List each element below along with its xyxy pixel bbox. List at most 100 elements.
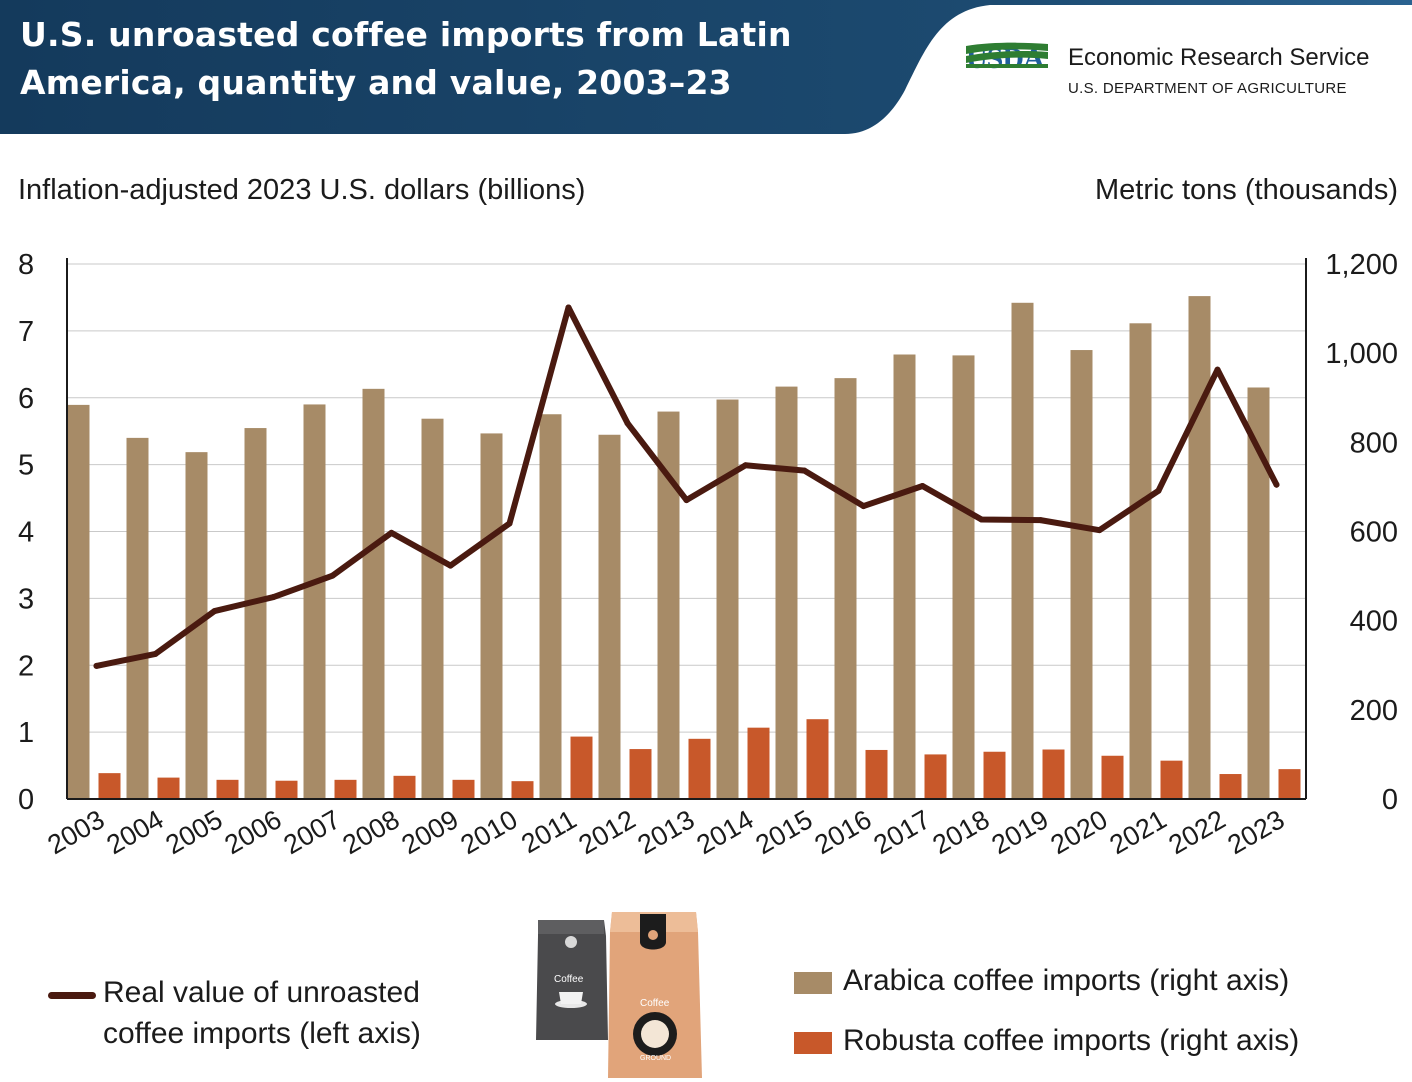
robusta-bar	[924, 754, 947, 799]
real-value-point	[978, 516, 985, 523]
left-axis-title: Inflation-adjusted 2023 U.S. dollars (bi…	[18, 174, 586, 206]
left-axis-tick-label: 8	[18, 249, 34, 281]
x-axis-tick-label: 2019	[986, 804, 1053, 860]
legend-arabica-label: Arabica coffee imports (right axis)	[843, 964, 1290, 997]
legend-line-label: Real value of unroasted coffee imports (…	[103, 976, 421, 1050]
x-axis-tick-label: 2006	[219, 804, 286, 860]
arabica-bar	[1247, 387, 1270, 799]
arabica-bar	[716, 399, 739, 799]
robusta-bar	[629, 749, 652, 799]
bag1-label: Coffee	[554, 974, 584, 985]
real-value-point	[1214, 366, 1221, 373]
chart-title-line-2: America, quantity and value, 2003–23	[20, 63, 732, 102]
x-axis-tick-label: 2004	[101, 804, 168, 860]
robusta-bar	[1101, 755, 1124, 799]
chart-plot-area: 0 1 2 3 4 5 6 7 8 0 200 400 600 800 1,000 1,200 20032004…	[18, 249, 1398, 860]
left-axis-tick-label: 6	[18, 383, 34, 415]
arabica-bar	[362, 388, 385, 799]
x-axis-tick-label: 2017	[868, 804, 935, 860]
right-axis-tick-label: 0	[1382, 784, 1398, 816]
right-axis-tick-label: 200	[1350, 695, 1398, 727]
arabica-bar	[893, 354, 916, 799]
legend-robusta-swatch	[794, 1032, 832, 1054]
real-value-point	[919, 483, 926, 490]
real-value-point	[211, 608, 218, 615]
right-axis-tick-label: 400	[1350, 606, 1398, 638]
robusta-bar	[452, 779, 475, 799]
real-value-point	[860, 503, 867, 510]
left-axis-tick-label: 1	[18, 717, 34, 749]
real-value-point	[801, 467, 808, 474]
real-value-point	[683, 497, 690, 504]
x-axis-tick-label: 2007	[278, 804, 345, 860]
arabica-bar	[421, 418, 444, 799]
right-axis-tick-label: 1,200	[1325, 249, 1398, 281]
agency-name: Economic Research Service	[1068, 44, 1370, 71]
x-axis-tick-label: 2012	[573, 804, 640, 860]
arabica-bar	[657, 411, 680, 799]
arabica-bar	[539, 414, 562, 799]
real-value-point	[447, 562, 454, 569]
right-axis-tick-label: 800	[1350, 427, 1398, 459]
left-axis-tick-label: 3	[18, 583, 34, 615]
left-axis-tick-label: 7	[18, 316, 34, 348]
right-axis-tick-label: 1,000	[1325, 338, 1398, 370]
arabica-bar	[775, 386, 798, 799]
robusta-bar	[275, 780, 298, 799]
legend-robusta-label: Robusta coffee imports (right axis)	[843, 1024, 1300, 1057]
arabica-bar	[598, 434, 621, 799]
x-axis-tick-label: 2014	[691, 804, 758, 860]
usda-ers-logo: USDA Economic Research Service U.S. DEPA…	[966, 42, 1406, 112]
real-value-point	[270, 594, 277, 601]
arabica-bar	[126, 437, 149, 799]
x-axis-tick-label: 2005	[160, 804, 227, 860]
real-value-point	[152, 650, 159, 657]
real-value-point	[329, 572, 336, 579]
x-axis-tick-label: 2015	[750, 804, 817, 860]
robusta-bar	[511, 781, 534, 799]
robusta-bar	[98, 773, 121, 799]
real-value-point	[1155, 487, 1162, 494]
x-axis-tick-label: 2018	[927, 804, 994, 860]
x-axis-tick-label: 2013	[632, 804, 699, 860]
robusta-bar	[334, 779, 357, 799]
real-value-point	[742, 462, 749, 469]
arabica-bar	[834, 378, 857, 799]
x-axis-tick-label: 2020	[1045, 804, 1112, 860]
arabica-bar	[1011, 302, 1034, 799]
x-axis-tick-label: 2003	[42, 804, 109, 860]
x-axis-tick-label: 2022	[1163, 804, 1230, 860]
real-value-point	[565, 304, 572, 311]
left-axis-tick-label: 2	[18, 650, 34, 682]
left-axis-tick-label: 4	[18, 517, 34, 549]
robusta-bar	[688, 738, 711, 799]
x-axis-tick-label: 2023	[1222, 804, 1289, 860]
legend-arabica-swatch	[794, 972, 832, 994]
robusta-bar	[1278, 769, 1301, 799]
x-axis-tick-label: 2008	[337, 804, 404, 860]
left-axis-tick-label: 0	[18, 784, 34, 816]
right-axis-tick-label: 600	[1350, 517, 1398, 549]
real-value-point	[1096, 527, 1103, 534]
robusta-bar	[983, 751, 1006, 799]
arabica-bar	[303, 404, 326, 799]
robusta-bar	[1219, 774, 1242, 799]
x-axis-tick-label: 2009	[396, 804, 463, 860]
x-axis-tick-label: 2010	[455, 804, 522, 860]
arabica-bar	[952, 355, 975, 799]
header-background	[0, 0, 1412, 134]
arabica-bar	[480, 433, 503, 799]
real-value-point	[624, 420, 631, 427]
robusta-bar	[157, 777, 180, 799]
real-value-point	[1037, 517, 1044, 524]
real-value-point	[388, 529, 395, 536]
real-value-point	[93, 662, 100, 669]
arabica-bar	[244, 428, 267, 799]
robusta-bar	[216, 779, 239, 799]
robusta-bar	[1042, 749, 1065, 799]
left-axis-tick-label: 5	[18, 450, 34, 482]
department-name: U.S. DEPARTMENT OF AGRICULTURE	[1068, 80, 1347, 97]
arabica-bar	[67, 404, 90, 799]
real-value-point	[506, 520, 513, 527]
dark-coffee-bag-icon: Coffee	[536, 920, 608, 1040]
